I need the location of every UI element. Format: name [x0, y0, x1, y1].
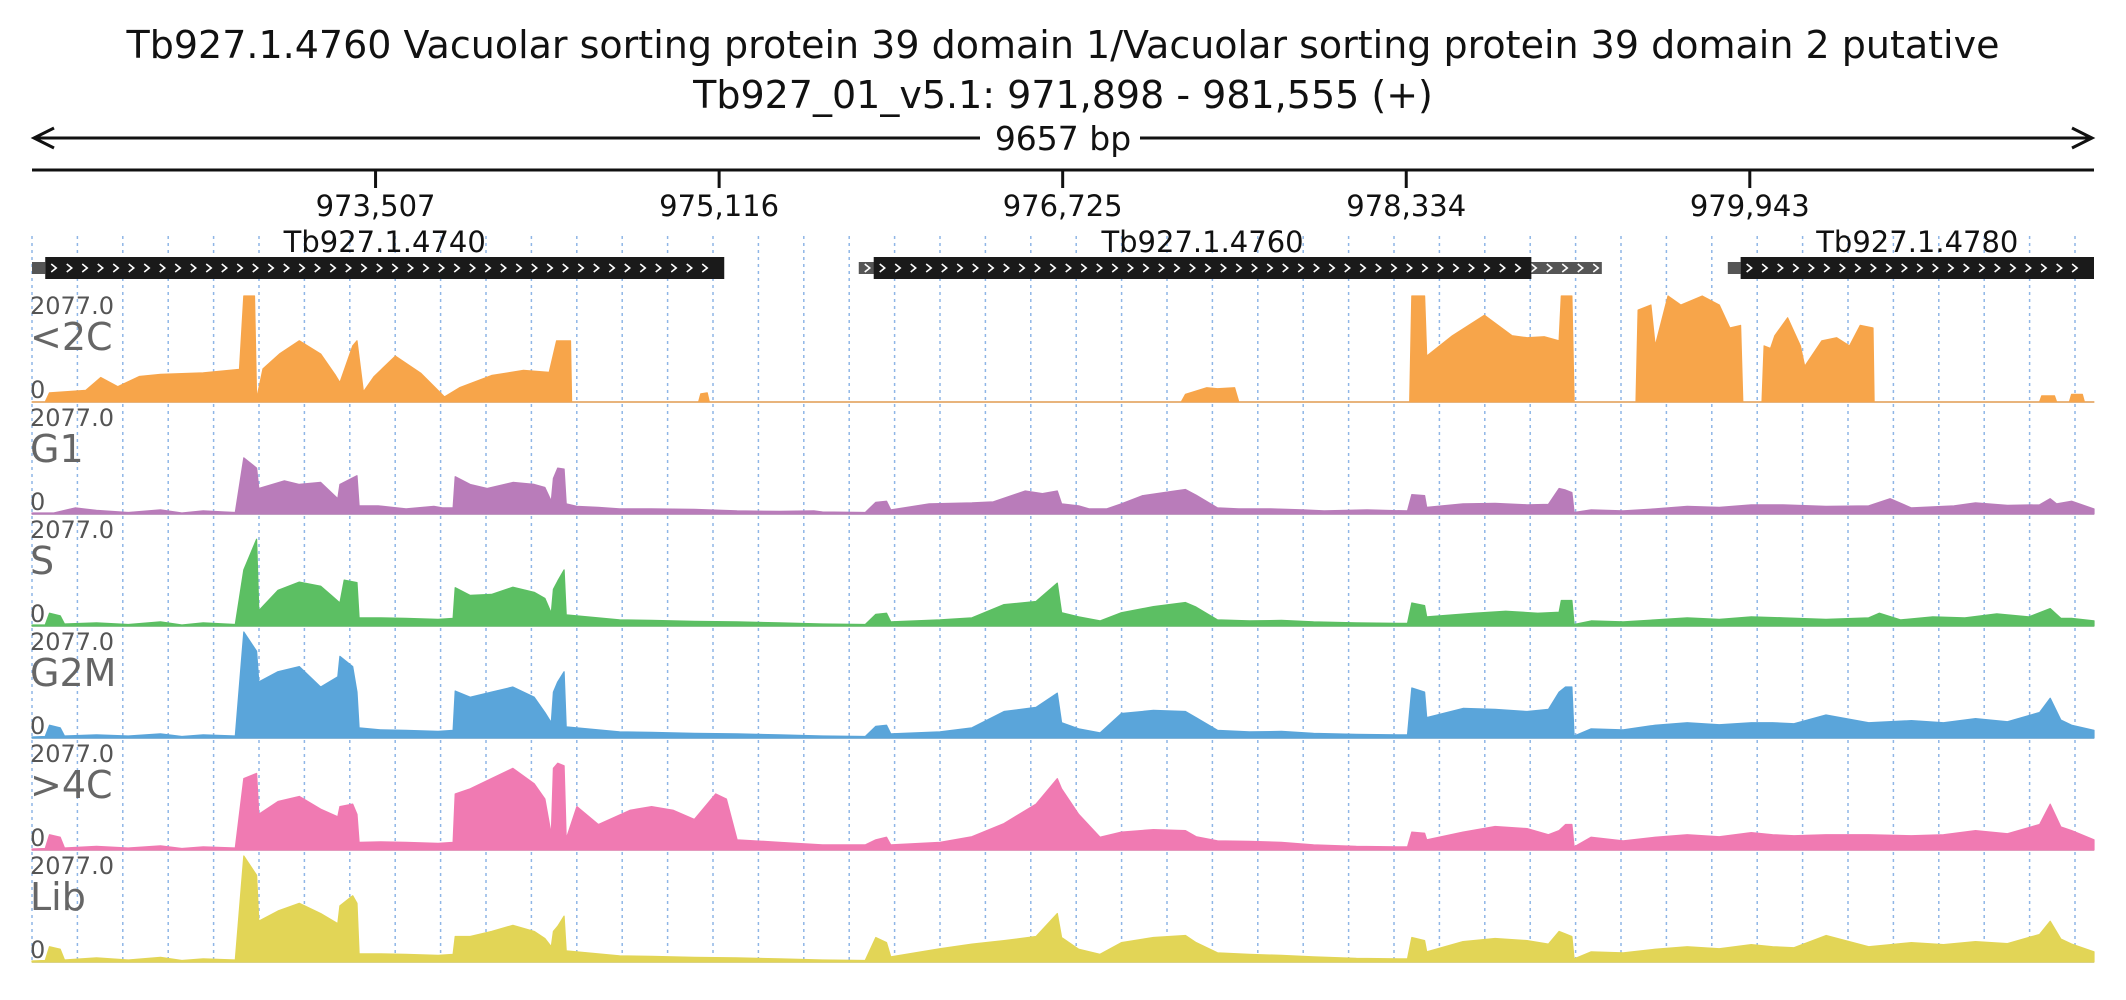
x-tick-label: 973,507	[316, 189, 436, 223]
track-max-label: 2077.0	[30, 404, 114, 432]
track-min-label: 0	[30, 824, 45, 852]
track-name-label: S	[30, 539, 54, 583]
x-tick-label: 976,725	[1003, 189, 1123, 223]
coverage-area	[31, 631, 2095, 739]
track-name-label: <2C	[30, 315, 113, 359]
track-min-label: 0	[30, 376, 45, 404]
gene-cds	[45, 257, 725, 279]
gene-label: Tb927.1.4760	[1100, 225, 1303, 259]
track-max-label: 2077.0	[30, 292, 114, 320]
track-min-label: 0	[30, 600, 45, 628]
track-max-label: 2077.0	[30, 740, 114, 768]
track-min-label: 0	[30, 712, 45, 740]
track-min-label: 0	[30, 488, 45, 516]
cds-strand-arrows	[879, 263, 1522, 273]
x-tick-label: 978,334	[1346, 189, 1466, 223]
coverage-area	[31, 538, 2095, 627]
track-min-label: 0	[30, 936, 45, 964]
coverage-area	[31, 762, 2095, 851]
cds-strand-arrows	[50, 263, 709, 273]
coverage-area	[31, 295, 2095, 403]
track-name-label: G1	[30, 427, 84, 471]
gene-cds	[1740, 257, 2094, 279]
track-max-label: 2077.0	[30, 516, 114, 544]
span-arrowhead-left	[30, 126, 55, 150]
gene-label: Tb927.1.4740	[283, 225, 486, 259]
cds-strand-arrows	[1746, 263, 2079, 273]
track-max-label: 2077.0	[30, 628, 114, 656]
gene-utr	[32, 262, 46, 274]
span-length-label: 9657 bp	[995, 119, 1131, 158]
figure-title: Tb927.1.4760 Vacuolar sorting protein 39…	[126, 23, 2000, 67]
span-arrowhead-right	[2071, 126, 2096, 150]
track-name-label: G2M	[30, 651, 116, 695]
gene-label: Tb927.1.4780	[1815, 225, 2018, 259]
gene-cds	[873, 257, 1532, 279]
track-name-label: >4C	[30, 763, 113, 807]
figure-subtitle-locus: Tb927_01_v5.1: 971,898 - 981,555 (+)	[693, 73, 1433, 117]
coverage-area	[31, 855, 2095, 963]
x-tick-label: 975,116	[659, 189, 779, 223]
coverage-area	[31, 457, 2095, 515]
track-max-label: 2077.0	[30, 852, 114, 880]
gene-utr	[1727, 262, 1741, 274]
track-name-label: Lib	[30, 875, 86, 919]
x-tick-label: 979,943	[1690, 189, 1810, 223]
